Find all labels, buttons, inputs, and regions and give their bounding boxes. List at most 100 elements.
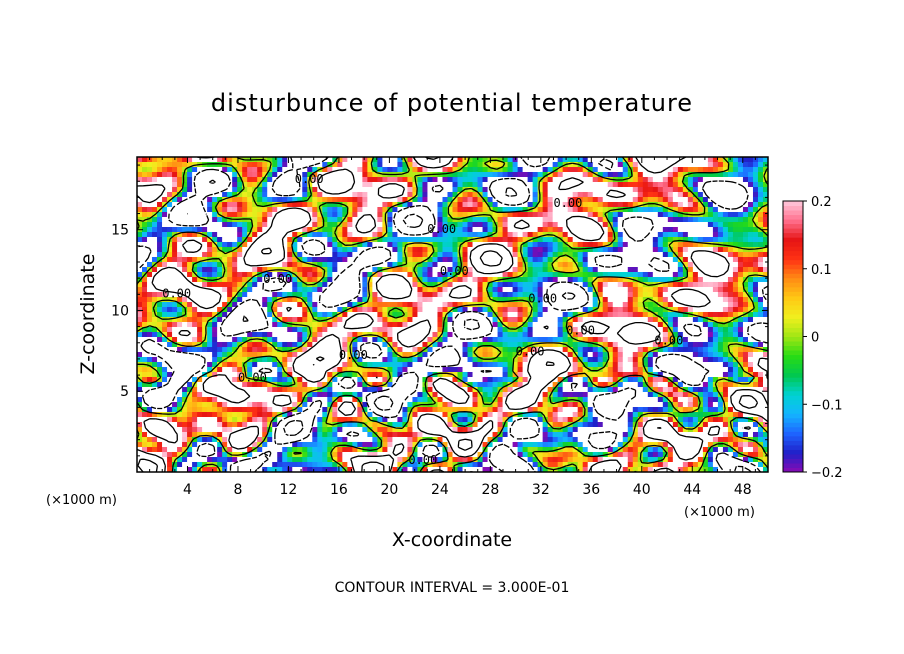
heatmap-cell <box>437 322 444 328</box>
heatmap-cell <box>632 212 639 218</box>
heatmap-cell <box>567 272 574 278</box>
heatmap-cell <box>437 162 444 168</box>
heatmap-cell <box>402 272 409 278</box>
heatmap-cell <box>227 317 233 323</box>
heatmap-cell <box>622 317 629 323</box>
heatmap-cell <box>207 252 213 258</box>
heatmap-cell <box>562 192 569 198</box>
heatmap-cell <box>662 322 669 328</box>
heatmap-cell <box>622 347 629 353</box>
heatmap-cell <box>442 222 449 228</box>
heatmap-cell <box>477 297 484 303</box>
heatmap-cell <box>517 197 524 203</box>
heatmap-cell <box>432 177 439 183</box>
heatmap-cell <box>467 177 474 183</box>
heatmap-cell <box>492 237 499 243</box>
heatmap-cell <box>382 242 388 248</box>
heatmap-cell <box>357 177 363 183</box>
heatmap-cell <box>552 197 559 203</box>
heatmap-cell <box>137 332 143 338</box>
heatmap-cell <box>317 252 323 258</box>
heatmap-cell <box>442 172 449 178</box>
heatmap-cell <box>477 157 484 163</box>
heatmap-cell <box>137 337 143 343</box>
heatmap-cell <box>352 287 358 293</box>
heatmap-cell <box>477 187 484 193</box>
heatmap-cell <box>317 237 323 243</box>
heatmap-cell <box>407 202 414 208</box>
heatmap-cell <box>422 272 429 278</box>
heatmap-cell <box>322 267 328 273</box>
heatmap-cell <box>522 242 529 248</box>
heatmap-cell <box>707 237 714 243</box>
heatmap-cell <box>447 157 454 163</box>
heatmap-cell <box>552 177 559 183</box>
heatmap-cell <box>462 247 469 253</box>
heatmap-cell <box>737 167 744 173</box>
heatmap-cell <box>607 337 614 343</box>
heatmap-cell <box>147 227 153 233</box>
heatmap-cell <box>212 337 218 343</box>
heatmap-cell <box>417 207 424 213</box>
heatmap-cell <box>407 327 414 333</box>
heatmap-cell <box>692 282 699 288</box>
heatmap-cell <box>692 307 699 313</box>
heatmap-cell <box>187 312 193 318</box>
heatmap-cell <box>582 227 589 233</box>
heatmap-cell <box>262 292 268 298</box>
heatmap-cell <box>567 162 574 168</box>
heatmap-cell <box>342 232 348 238</box>
heatmap-cell <box>267 342 273 348</box>
heatmap-cell <box>692 217 699 223</box>
heatmap-cell <box>637 302 644 308</box>
heatmap-cell <box>377 177 383 183</box>
heatmap-cell <box>217 207 223 213</box>
heatmap-cell <box>532 302 539 308</box>
heatmap-cell <box>337 327 343 333</box>
heatmap-cell <box>757 287 764 293</box>
heatmap-cell <box>702 167 709 173</box>
heatmap-cell <box>142 277 148 283</box>
heatmap-cell <box>677 252 684 258</box>
heatmap-cell <box>457 322 464 328</box>
heatmap-cell <box>532 337 539 343</box>
heatmap-cell <box>262 277 268 283</box>
heatmap-cell <box>612 327 619 333</box>
heatmap-cell <box>322 342 328 348</box>
heatmap-cell <box>387 317 394 323</box>
heatmap-cell <box>572 277 579 283</box>
heatmap-cell <box>517 207 524 213</box>
heatmap-cell <box>332 282 338 288</box>
heatmap-cell <box>342 342 348 348</box>
heatmap-cell <box>252 227 258 233</box>
heatmap-cell <box>752 197 759 203</box>
heatmap-cell <box>337 322 343 328</box>
heatmap-cell <box>572 342 579 348</box>
heatmap-cell <box>297 187 303 193</box>
heatmap-cell <box>437 247 444 253</box>
heatmap-cell <box>522 292 529 298</box>
heatmap-cell <box>632 167 639 173</box>
heatmap-cell <box>367 252 373 258</box>
heatmap-cell <box>512 227 519 233</box>
heatmap-cell <box>227 342 233 348</box>
heatmap-cell <box>207 232 213 238</box>
heatmap-cell <box>632 272 639 278</box>
heatmap-cell <box>647 157 654 163</box>
heatmap-cell <box>497 202 504 208</box>
heatmap-cell <box>662 297 669 303</box>
heatmap-cell <box>222 242 228 248</box>
heatmap-cell <box>197 282 203 288</box>
heatmap-cell <box>362 292 368 298</box>
heatmap-cell <box>412 337 419 343</box>
heatmap-cell <box>152 167 158 173</box>
heatmap-cell <box>562 287 569 293</box>
heatmap-cell <box>172 172 178 178</box>
heatmap-cell <box>152 317 158 323</box>
heatmap-cell <box>272 282 278 288</box>
heatmap-cell <box>412 272 419 278</box>
heatmap-cell <box>492 182 499 188</box>
heatmap-cell <box>167 177 173 183</box>
heatmap-cell <box>582 317 589 323</box>
heatmap-cell <box>397 337 404 343</box>
